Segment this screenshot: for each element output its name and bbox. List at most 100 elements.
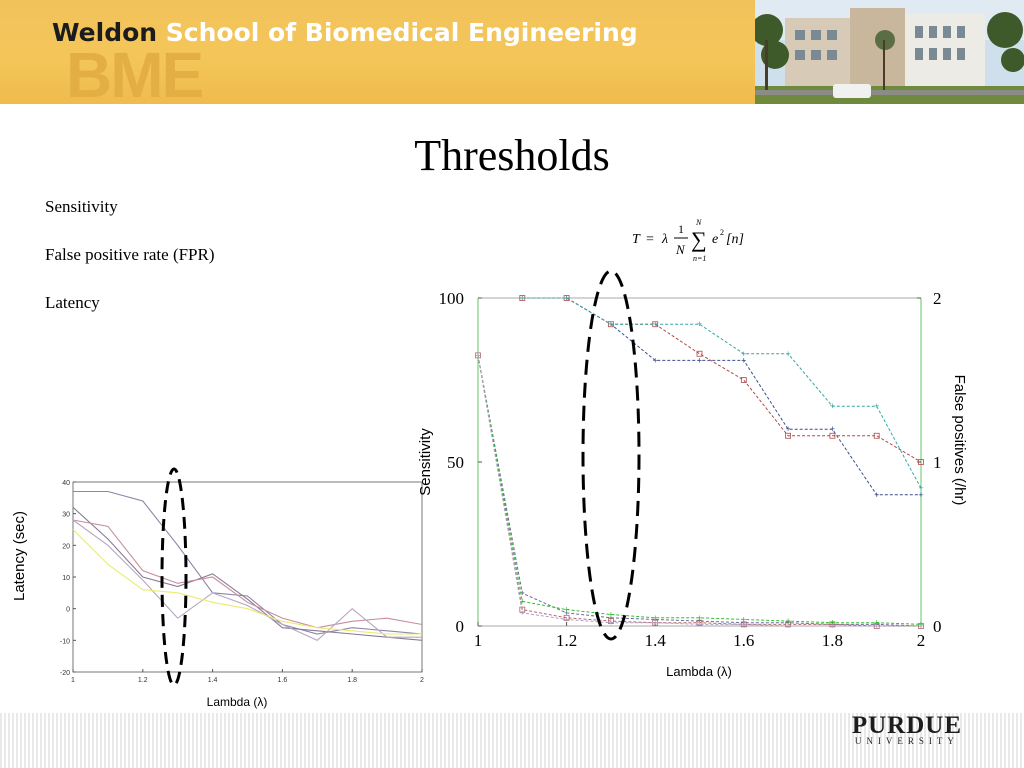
sens-marker: + bbox=[608, 319, 613, 329]
formula-index: [n] bbox=[726, 232, 744, 247]
fpr-y-tick-label: 2 bbox=[933, 289, 942, 308]
purdue-logo-main: PURDUE bbox=[851, 712, 962, 739]
sens-marker: + bbox=[874, 490, 879, 500]
sens-marker bbox=[607, 321, 614, 328]
sens-marker: + bbox=[520, 608, 525, 618]
sens-marker bbox=[563, 614, 570, 621]
sens-x-tick-label: 1 bbox=[474, 631, 483, 650]
sens-x-tick-label: 1.4 bbox=[645, 631, 667, 650]
latency-series-line-2 bbox=[72, 506, 423, 641]
sens-marker: + bbox=[830, 618, 835, 628]
sens-marker: + bbox=[475, 350, 480, 360]
bullet-list: Sensitivity False positive rate (FPR) La… bbox=[45, 197, 215, 341]
sens-marker: + bbox=[918, 483, 923, 493]
latency-y-tick-label: 30 bbox=[62, 512, 70, 519]
sens-marker: + bbox=[697, 319, 702, 329]
latency-x-tick-label: 1.2 bbox=[138, 677, 148, 684]
sens-marker: + bbox=[564, 608, 569, 618]
sens-marker: + bbox=[741, 349, 746, 359]
slide-title: Thresholds bbox=[414, 131, 610, 180]
sens-marker: + bbox=[785, 424, 790, 434]
sens-marker: + bbox=[741, 614, 746, 624]
sens-series-line-7 bbox=[477, 355, 921, 627]
sens-marker: + bbox=[520, 588, 525, 598]
formula-numerator: 1 bbox=[678, 222, 684, 236]
formula-denominator: N bbox=[675, 242, 686, 257]
sens-series-line-3 bbox=[522, 297, 922, 489]
sens-marker: + bbox=[475, 350, 480, 360]
latency-series-line-1 bbox=[73, 490, 423, 635]
sens-marker: + bbox=[741, 618, 746, 628]
latency-xlabel: Lambda (λ) bbox=[207, 695, 268, 709]
sens-x-tick-label: 2 bbox=[917, 631, 926, 650]
sens-marker: + bbox=[697, 355, 702, 365]
sens-marker: + bbox=[564, 614, 569, 624]
footer-band bbox=[0, 713, 1024, 768]
sens-marker bbox=[829, 621, 836, 628]
sens-marker: + bbox=[608, 618, 613, 628]
latency-ylabel: Latency (sec) bbox=[11, 511, 28, 601]
latency-x-tick-label: 1.6 bbox=[278, 677, 288, 684]
fpr-y-tick-label: 1 bbox=[933, 453, 942, 472]
sens-marker: + bbox=[918, 621, 923, 631]
formula-equals: = bbox=[646, 232, 654, 247]
sens-marker: + bbox=[830, 401, 835, 411]
sens-marker: + bbox=[520, 293, 525, 303]
formula-sum-lower: n=1 bbox=[693, 254, 706, 263]
sens-series-line-4 bbox=[477, 355, 922, 627]
latency-series-line-5 bbox=[72, 529, 422, 635]
sens-marker: + bbox=[520, 596, 525, 606]
sens-marker: + bbox=[564, 293, 569, 303]
sens-marker: + bbox=[741, 355, 746, 365]
formula-lhs: T bbox=[632, 232, 641, 247]
sensitivity-ylabel: Sensitivity bbox=[417, 428, 434, 496]
sens-marker: + bbox=[874, 618, 879, 628]
sens-marker: + bbox=[874, 619, 879, 629]
sens-marker: + bbox=[564, 605, 569, 615]
sens-marker: + bbox=[520, 293, 525, 303]
sens-marker bbox=[873, 432, 880, 439]
sens-marker bbox=[696, 619, 703, 626]
formula-term: e bbox=[712, 232, 718, 247]
school-logo: Weldon School of Biomedical Engineering bbox=[52, 18, 638, 47]
formula-lambda: λ bbox=[661, 232, 668, 247]
sens-marker: + bbox=[564, 293, 569, 303]
school-logo-rest: School of Biomedical Engineering bbox=[157, 18, 638, 47]
latency-x-tick-label: 1.8 bbox=[347, 677, 357, 684]
sens-marker: + bbox=[785, 616, 790, 626]
sens-marker: + bbox=[697, 616, 702, 626]
latency-x-tick-label: 1 bbox=[71, 677, 75, 684]
sens-marker: + bbox=[830, 619, 835, 629]
sens-marker bbox=[918, 459, 924, 465]
latency-x-tick-label: 2 bbox=[420, 677, 424, 684]
sens-marker bbox=[696, 350, 703, 357]
sens-marker: + bbox=[741, 619, 746, 629]
sens-marker bbox=[785, 432, 792, 439]
sens-marker: + bbox=[697, 619, 702, 629]
sensitivity-xlabel: Lambda (λ) bbox=[666, 664, 732, 679]
latency-x-tick-label: 1.4 bbox=[208, 677, 218, 684]
sens-marker: + bbox=[608, 610, 613, 620]
school-logo-bold: Weldon bbox=[52, 18, 158, 47]
latency-chart: 1 1.2 1.4 1.6 1.8 2 -20 -10 0 10 20 30 40 Latency (s… bbox=[11, 467, 424, 709]
sens-marker: + bbox=[830, 621, 835, 631]
sensitivity-highlight-ellipse bbox=[581, 269, 641, 641]
purdue-logo-sub: UNIVERSITY bbox=[854, 736, 959, 746]
sens-y-tick-label: 100 bbox=[439, 289, 465, 308]
sens-marker: + bbox=[918, 490, 923, 500]
sens-marker: + bbox=[653, 614, 658, 624]
sens-x-tick-label: 1.8 bbox=[822, 631, 843, 650]
bme-watermark: BME bbox=[66, 39, 204, 104]
purdue-logo: PURDUE UNIVERSITY bbox=[852, 712, 962, 746]
latency-y-tick-label: -10 bbox=[60, 638, 70, 645]
fpr-y-tick-label: 0 bbox=[933, 617, 942, 636]
latency-y-tick-label: -20 bbox=[60, 670, 70, 677]
sens-marker: + bbox=[653, 613, 658, 623]
latency-y-tick-label: 10 bbox=[62, 575, 70, 582]
sens-marker: + bbox=[785, 618, 790, 628]
sens-marker: + bbox=[874, 401, 879, 411]
sens-marker: + bbox=[830, 424, 835, 434]
sens-marker: + bbox=[785, 349, 790, 359]
latency-y-tick-label: 0 bbox=[66, 607, 70, 614]
